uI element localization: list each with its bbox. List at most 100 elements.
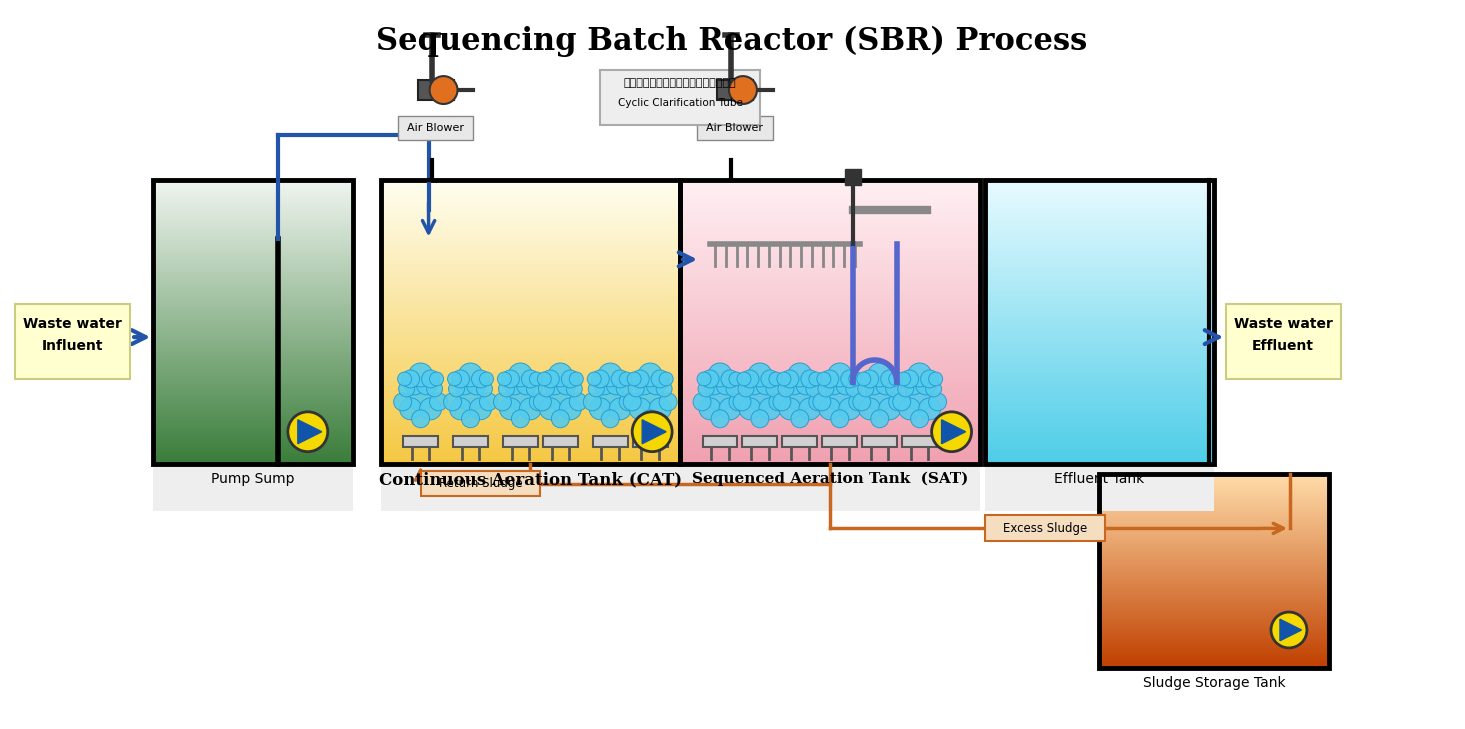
Circle shape — [759, 398, 781, 420]
Circle shape — [897, 372, 911, 386]
Circle shape — [781, 370, 798, 388]
Circle shape — [778, 381, 794, 397]
Circle shape — [699, 398, 721, 420]
Circle shape — [817, 381, 834, 397]
Circle shape — [476, 381, 492, 397]
Circle shape — [526, 381, 542, 397]
Circle shape — [592, 370, 609, 388]
Circle shape — [450, 398, 472, 420]
Circle shape — [819, 398, 841, 420]
Circle shape — [730, 372, 743, 386]
Circle shape — [932, 412, 971, 452]
Bar — [902, 436, 938, 447]
Circle shape — [880, 370, 898, 388]
Circle shape — [504, 375, 524, 395]
Circle shape — [617, 381, 633, 397]
Circle shape — [611, 370, 628, 388]
Circle shape — [623, 393, 642, 411]
Circle shape — [841, 370, 858, 388]
Circle shape — [416, 375, 437, 395]
Bar — [403, 436, 438, 447]
Text: Air Blower: Air Blower — [706, 123, 763, 133]
Text: Sequenced Aeration Tank  (SAT): Sequenced Aeration Tank (SAT) — [691, 472, 968, 486]
Circle shape — [806, 381, 822, 397]
Circle shape — [620, 393, 637, 411]
Circle shape — [711, 410, 730, 428]
Circle shape — [397, 372, 412, 386]
Bar — [680, 180, 980, 464]
Circle shape — [570, 372, 583, 386]
Circle shape — [756, 375, 776, 395]
Circle shape — [716, 375, 735, 395]
Text: Return Sludge: Return Sludge — [438, 477, 523, 490]
Circle shape — [601, 410, 620, 428]
Circle shape — [551, 410, 570, 428]
Circle shape — [642, 410, 659, 428]
Circle shape — [447, 372, 461, 386]
Circle shape — [628, 398, 650, 420]
Circle shape — [784, 375, 804, 395]
Bar — [984, 515, 1105, 542]
Circle shape — [904, 375, 923, 395]
Circle shape — [656, 381, 672, 397]
Circle shape — [649, 398, 671, 420]
Bar — [984, 464, 1214, 512]
Circle shape — [587, 372, 601, 386]
Polygon shape — [642, 420, 667, 444]
Circle shape — [779, 398, 801, 420]
Bar — [593, 436, 627, 447]
Circle shape — [889, 372, 902, 386]
Circle shape — [732, 393, 752, 411]
Circle shape — [697, 372, 711, 386]
Circle shape — [639, 363, 662, 387]
Bar — [782, 436, 817, 447]
Circle shape — [646, 375, 667, 395]
Circle shape — [697, 381, 713, 397]
Circle shape — [719, 398, 741, 420]
Bar — [845, 168, 861, 184]
Circle shape — [529, 372, 544, 386]
Bar — [743, 436, 778, 447]
Circle shape — [628, 381, 645, 397]
Circle shape — [892, 393, 911, 411]
Circle shape — [650, 370, 670, 388]
Bar — [418, 80, 454, 100]
Circle shape — [609, 398, 631, 420]
Bar — [502, 436, 538, 447]
Bar — [397, 116, 473, 140]
Circle shape — [409, 363, 432, 387]
Bar — [381, 180, 680, 464]
Circle shape — [864, 375, 883, 395]
Circle shape — [788, 363, 812, 387]
Bar — [15, 304, 130, 379]
Circle shape — [595, 375, 614, 395]
Bar — [984, 180, 1214, 464]
Bar — [703, 436, 737, 447]
Circle shape — [419, 398, 441, 420]
Circle shape — [823, 375, 844, 395]
Circle shape — [889, 393, 907, 411]
Circle shape — [809, 372, 823, 386]
Circle shape — [400, 398, 422, 420]
Circle shape — [516, 375, 536, 395]
Circle shape — [769, 393, 787, 411]
Circle shape — [596, 383, 624, 411]
Circle shape — [774, 393, 791, 411]
Circle shape — [749, 363, 772, 387]
Circle shape — [448, 381, 464, 397]
Circle shape — [706, 383, 734, 411]
Circle shape — [548, 363, 573, 387]
Circle shape — [853, 393, 870, 411]
Circle shape — [845, 381, 861, 397]
Circle shape — [826, 383, 854, 411]
Circle shape — [857, 372, 870, 386]
Bar — [716, 80, 753, 100]
Circle shape — [620, 372, 633, 386]
Circle shape — [398, 381, 415, 397]
Bar — [601, 70, 760, 125]
Circle shape — [634, 375, 655, 395]
Circle shape — [466, 375, 486, 395]
Circle shape — [766, 381, 782, 397]
Circle shape — [659, 393, 677, 411]
Circle shape — [867, 363, 892, 387]
